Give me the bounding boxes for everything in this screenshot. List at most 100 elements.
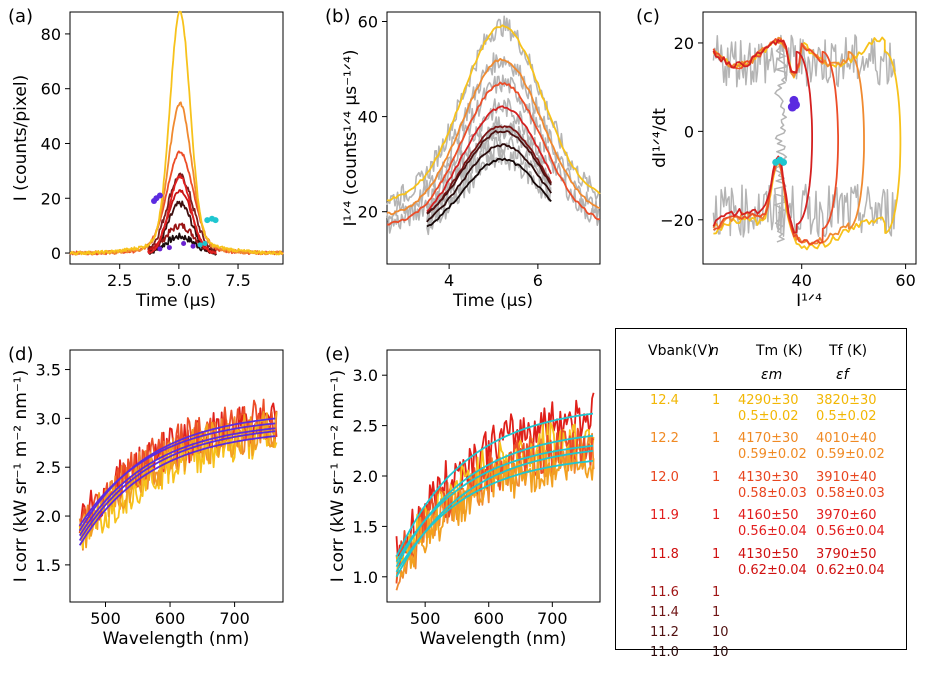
data-line-a (69, 10, 284, 256)
plot-frame (69, 11, 284, 265)
table-cell-vbank: 12.2 (650, 431, 679, 446)
table-cell-n: 1 (712, 470, 721, 485)
end-marker (197, 242, 203, 248)
table-cell-vbank: 12.0 (650, 470, 679, 485)
data-line-b (426, 143, 552, 223)
panel-b: 4 6 20 40 60 (358, 11, 601, 290)
y-tick-label: 0 (51, 244, 61, 263)
table-cell-ef: 0.62±0.04 (816, 563, 885, 578)
onset-marker (790, 100, 800, 110)
data-line-b (426, 157, 552, 228)
table-cell-tf: 3790±50 (816, 547, 877, 562)
table-cell-ef: 0.56±0.04 (816, 524, 885, 539)
table-cell-vbank: 11.0 (650, 645, 679, 660)
data-line-b (386, 57, 601, 216)
fit-line (395, 444, 594, 563)
y-tick-label: 1.5 (36, 556, 61, 575)
table-cell-n: 10 (712, 625, 729, 640)
x-tick-label: 7.5 (225, 271, 250, 290)
y-tick-label: 60 (358, 13, 378, 32)
x-axis-label: Wavelength (nm) (103, 629, 250, 649)
y-tick-label: 2.0 (36, 507, 61, 526)
y-tick-label: 2.0 (353, 467, 378, 486)
fit-line (395, 460, 594, 573)
x-axis-label: Time (μs) (135, 291, 216, 311)
y-tick-label: 40 (41, 134, 61, 153)
table-cell-vbank: 12.4 (650, 393, 679, 408)
fit-line (78, 430, 276, 541)
spectrum-line (79, 410, 278, 549)
raw-trace (712, 183, 896, 238)
header-vbank: Vbank(V) (648, 343, 713, 359)
table-cell-vbank: 11.2 (650, 625, 679, 640)
table-row: 11.4 1 (616, 605, 906, 641)
x-tick-label: 700 (537, 609, 568, 628)
x-tick-label: 500 (90, 609, 121, 628)
x-tick-label: 600 (155, 609, 186, 628)
x-tick-label: 2.5 (107, 271, 132, 290)
y-axis-label: I¹ᐟ⁴ (counts¹ᐟ⁴ μs⁻¹ᐟ⁴) (341, 49, 361, 226)
table-row: 11.8 1 4130±50 3790±50 0.62±0.04 0.62±0.04 (616, 547, 906, 583)
table-cell-vbank: 11.6 (650, 585, 679, 600)
table-cell-ef: 0.59±0.02 (816, 447, 885, 462)
y-tick-label: 2.5 (36, 458, 61, 477)
table-cell-em: 0.62±0.04 (738, 563, 807, 578)
raw-trace (426, 122, 552, 221)
table-rule (616, 389, 906, 390)
onset-marker (166, 245, 172, 251)
table-cell-tf: 3970±60 (816, 508, 877, 523)
y-tick-label: 80 (41, 25, 61, 44)
table-cell-em: 0.59±0.02 (738, 447, 807, 462)
x-axis-label: I¹ᐟ⁴ (796, 291, 822, 311)
table-cell-tf: 3820±30 (816, 393, 877, 408)
fit-line (78, 435, 276, 546)
y-tick-label: 0 (684, 122, 694, 141)
raw-trace (426, 149, 551, 236)
fit-line (395, 412, 594, 557)
panel-a: 2.5 5.0 7.5 0 20 40 60 80 (41, 10, 284, 290)
x-tick-label: 6 (533, 271, 543, 290)
table-cell-vbank: 11.4 (650, 605, 679, 620)
header-ef: εf (836, 367, 849, 383)
table-cell-n: 1 (712, 547, 721, 562)
x-tick-label: 700 (219, 609, 250, 628)
y-axis-label: I corr (kW sr⁻¹ m⁻² nm⁻¹) (328, 370, 348, 582)
data-line-b (386, 81, 601, 226)
x-tick-label: 4 (444, 271, 454, 290)
end-marker (204, 217, 211, 224)
table-row: 11.9 1 4160±50 3970±60 0.56±0.04 0.56±0.04 (616, 508, 906, 544)
x-axis-label: Wavelength (nm) (420, 629, 567, 649)
data-line-b (386, 24, 601, 202)
y-axis-label: dI¹ᐟ⁴/dt (650, 108, 670, 168)
y-tick-label: 3.0 (353, 366, 378, 385)
plot-frame (69, 349, 284, 603)
y-axis-label: I (counts/pixel) (11, 75, 31, 201)
table-cell-ef: 0.58±0.03 (816, 486, 885, 501)
table-row: 12.0 1 4130±30 3910±40 0.58±0.03 0.58±0.03 (616, 470, 906, 506)
data-line-a (69, 101, 284, 256)
y-tick-label: 20 (41, 189, 61, 208)
table-cell-em: 0.56±0.04 (738, 524, 807, 539)
panel-label-e: (e) (325, 344, 350, 365)
data-line-c (712, 38, 813, 234)
table-cell-em: 0.5±0.02 (738, 409, 799, 424)
table-cell-n: 1 (712, 431, 721, 446)
table-cell-tm: 4290±30 (738, 393, 799, 408)
raw-trace (774, 45, 788, 243)
table-row: 11.0 10 (616, 645, 906, 681)
y-tick-label: 40 (358, 108, 378, 127)
panel-label-a: (a) (8, 6, 33, 27)
y-tick-label: 3.0 (36, 409, 61, 428)
header-tf: Tf (K) (829, 343, 868, 359)
table-cell-tm: 4160±50 (738, 508, 799, 523)
plot-frame (702, 11, 917, 265)
fit-line (78, 417, 276, 532)
y-tick-label: 60 (41, 80, 61, 99)
table-cell-n: 1 (712, 585, 721, 600)
onset-marker (156, 192, 163, 199)
table-row: 11.2 10 (616, 625, 906, 661)
data-line-a (147, 174, 217, 255)
table-cell-n: 1 (712, 393, 721, 408)
figure: 2.5 5.0 7.5 0 20 40 60 80 4 6 20 40 60 40 60 20 0 −20 500 6… (8, 6, 917, 649)
panel-c: 40 60 20 0 −20 (660, 11, 917, 290)
